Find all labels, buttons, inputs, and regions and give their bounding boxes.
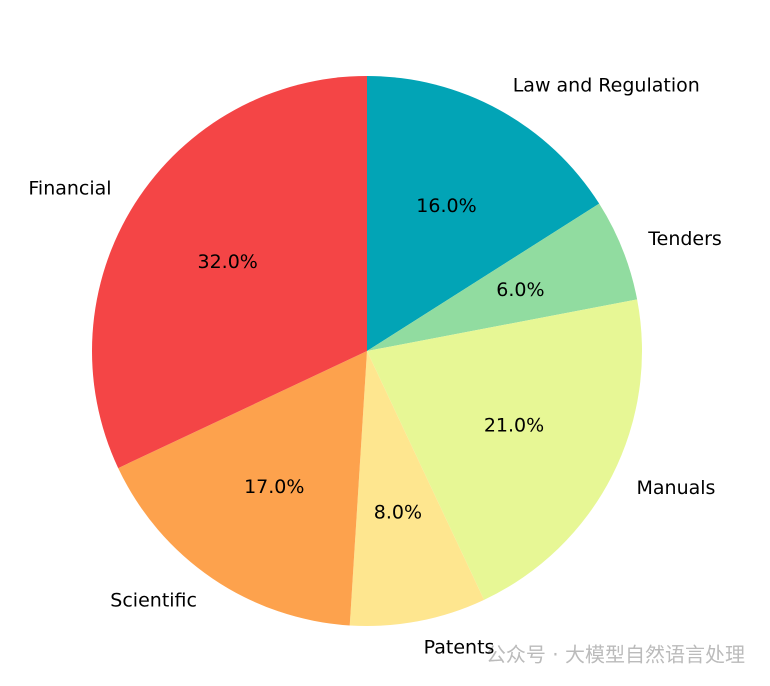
slice-label: Manuals <box>637 477 716 499</box>
value-label: 32.0% <box>198 251 258 273</box>
watermark: 公众号 · 大模型自然语言处理 <box>486 643 745 667</box>
value-label: 8.0% <box>374 502 422 524</box>
pie-slice <box>367 203 638 351</box>
pie-slice <box>367 299 642 600</box>
value-label: 21.0% <box>484 414 544 436</box>
value-label: 17.0% <box>244 476 304 498</box>
slice-label: Patents <box>424 637 495 659</box>
pie-slice <box>349 351 485 626</box>
pie-slice <box>118 351 367 626</box>
value-label: 6.0% <box>496 279 544 301</box>
slice-label: Law and Regulation <box>513 74 700 96</box>
pie-slice <box>367 76 600 351</box>
slice-label: Scientific <box>110 590 197 612</box>
pie-slice <box>91 76 367 469</box>
slice-label: Tenders <box>647 228 722 250</box>
value-label: 16.0% <box>416 195 476 217</box>
pie <box>91 76 642 626</box>
slice-label: Financial <box>28 177 111 199</box>
